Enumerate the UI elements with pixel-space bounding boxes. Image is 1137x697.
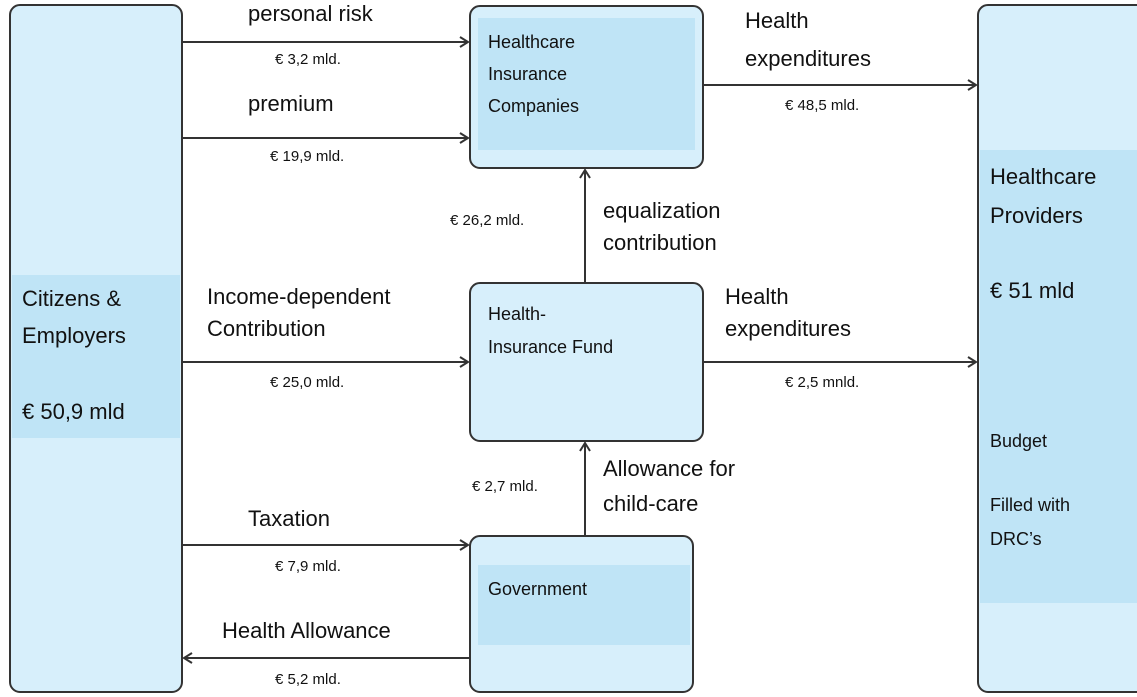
edge-amount: € 25,0 mld. (270, 374, 344, 391)
node-text: Filled with (990, 495, 1070, 515)
edge-label: Taxation (248, 506, 330, 531)
node-text: € 51 mld (990, 278, 1074, 303)
node-band (980, 150, 1137, 603)
node-text: Insurance (488, 64, 567, 84)
edge-label: equalization (603, 198, 720, 223)
edge-label: Health (725, 284, 789, 309)
edge-amount: € 2,7 mld. (472, 478, 538, 495)
node-text: Health- (488, 304, 546, 324)
edge-label: premium (248, 91, 334, 116)
edge-label: Allowance for (603, 456, 735, 481)
node-text: € 50,9 mld (22, 399, 125, 424)
node-text: Budget (990, 431, 1047, 451)
node-text: Providers (990, 203, 1083, 228)
edge-label: expenditures (725, 316, 851, 341)
node-band (12, 275, 180, 438)
edge-label: Health Allowance (222, 618, 391, 643)
edge-label: child-care (603, 491, 698, 516)
node-band (478, 18, 695, 150)
edge-amount: € 2,5 mnld. (785, 374, 859, 391)
node-text: Citizens & (22, 286, 121, 311)
edge-amount: € 26,2 mld. (450, 212, 524, 229)
edge-amount: € 3,2 mld. (275, 51, 341, 68)
edge-label: Contribution (207, 316, 326, 341)
edge-amount: € 5,2 mld. (275, 671, 341, 688)
edge-amount: € 7,9 mld. (275, 558, 341, 575)
edge-label: Health (745, 8, 809, 33)
edge-label: expenditures (745, 46, 871, 71)
node-text: Employers (22, 323, 126, 348)
edge-amount: € 48,5 mld. (785, 97, 859, 114)
node-text: Government (488, 579, 587, 599)
edge-label: contribution (603, 230, 717, 255)
node-band (478, 565, 690, 645)
edge-amount: € 19,9 mld. (270, 148, 344, 165)
edge-label: Income-dependent (207, 284, 390, 309)
node-text: Insurance Fund (488, 337, 613, 357)
node-text: DRC’s (990, 529, 1042, 549)
node-text: Healthcare (990, 164, 1096, 189)
edge-label: personal risk (248, 1, 374, 26)
node-text: Healthcare (488, 32, 575, 52)
node-text: Companies (488, 96, 579, 116)
